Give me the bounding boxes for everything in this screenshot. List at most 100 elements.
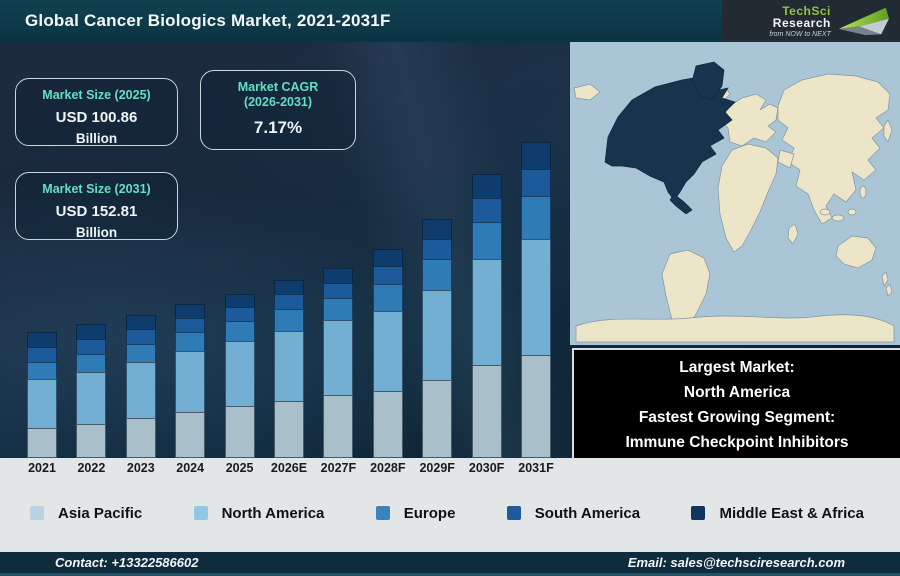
footer-email: Email: sales@techsciresearch.com xyxy=(627,555,845,570)
x-axis-strip: 2021 2022 2023 2024 2025 2026E 2027F 2028F 2029F… xyxy=(0,458,900,480)
stat-label: Market CAGR xyxy=(237,80,319,94)
bar-segment-north-america xyxy=(274,331,304,402)
bar-segment-north-america xyxy=(125,362,156,419)
axis-label-2021: 2021 xyxy=(28,461,56,475)
bar-segment-middle-east-africa xyxy=(521,142,551,170)
bar-segment-north-america xyxy=(76,372,107,425)
map-land-island xyxy=(847,208,857,216)
bar-segment-middle-east-africa xyxy=(224,294,255,308)
bar-segment-south-america xyxy=(27,347,57,363)
bar-2029F xyxy=(422,219,453,458)
map-land-madagascar xyxy=(787,223,799,245)
page-title: Global Cancer Biologics Market, 2021-203… xyxy=(25,11,391,30)
bar-segment-middle-east-africa xyxy=(323,268,354,284)
bar-segment-north-america xyxy=(372,311,403,392)
logo-tagline: from NOW to NEXT xyxy=(769,30,831,38)
main-panel: Market Size (2025) USD 100.86 Billion Ma… xyxy=(0,42,900,458)
bar-2024 xyxy=(175,304,206,458)
world-map-svg xyxy=(570,42,900,345)
axis-label-2031F: 2031F xyxy=(518,461,554,475)
axis-label-2029F: 2029F xyxy=(419,461,455,475)
stat-value: USD 152.81 xyxy=(55,203,138,220)
stat-box-market-size-2025: Market Size (2025) USD 100.86 Billion xyxy=(15,78,178,146)
stat-label: Market Size (2025) xyxy=(42,88,151,102)
bar-segment-south-america xyxy=(274,294,304,310)
stat-value: USD 100.86 xyxy=(55,109,138,126)
bar-segment-north-america xyxy=(27,379,57,429)
axis-label-2030F: 2030F xyxy=(468,461,505,475)
bar-segment-europe xyxy=(274,309,304,332)
stat-label: Market Size (2031) xyxy=(42,182,151,196)
bar-segment-asia-pacific xyxy=(125,418,156,458)
bar-segment-europe xyxy=(76,354,107,373)
logo-brand-primary: TechSci xyxy=(782,3,831,18)
bar-2027F xyxy=(323,268,354,458)
bar-segment-asia-pacific xyxy=(27,428,57,458)
bar-segment-middle-east-africa xyxy=(471,174,502,199)
legend-swatch-icon xyxy=(375,506,390,520)
axis-label-2026E: 2026E xyxy=(270,461,308,475)
legend-item-europe: Europe xyxy=(375,505,455,522)
bar-2030F xyxy=(471,174,502,458)
bar-segment-north-america xyxy=(422,290,453,381)
map-land-antarctica xyxy=(575,314,895,343)
map-land-greenland-highlight xyxy=(691,61,725,101)
bar-segment-middle-east-africa xyxy=(76,324,107,340)
bar-2025 xyxy=(224,294,255,458)
bar-segment-north-america xyxy=(521,239,551,356)
bar-segment-south-america xyxy=(471,198,502,223)
axis-label-2023: 2023 xyxy=(126,461,155,475)
legend-item-asia-pacific: Asia Pacific xyxy=(30,505,142,522)
map-land-island xyxy=(859,185,867,199)
bar-segment-asia-pacific xyxy=(274,401,304,458)
bar-segment-europe xyxy=(323,298,354,321)
bar-segment-middle-east-africa xyxy=(274,280,304,295)
stacked-bar-chart xyxy=(0,42,570,458)
bar-segment-asia-pacific xyxy=(422,380,453,458)
stat-box-market-size-2031: Market Size (2031) USD 152.81 Billion xyxy=(15,172,178,240)
bar-segment-europe xyxy=(224,321,255,342)
bar-segment-south-america xyxy=(175,318,206,333)
bar-segment-asia-pacific xyxy=(471,365,502,458)
axis-label-2022: 2022 xyxy=(77,461,106,475)
bar-segment-asia-pacific xyxy=(76,424,107,458)
bar-segment-south-america xyxy=(125,329,156,345)
bar-2028F xyxy=(372,249,403,458)
bar-segment-europe xyxy=(125,344,156,363)
bar-segment-south-america xyxy=(372,266,403,285)
legend-swatch-icon xyxy=(30,506,44,520)
callout-line: Immune Checkpoint Inhibitors xyxy=(625,434,849,451)
map-land-africa xyxy=(717,143,779,253)
bar-segment-europe xyxy=(521,196,551,240)
stat-unit: Billion xyxy=(75,131,118,146)
map-land-new-zealand xyxy=(881,271,889,287)
bar-2023 xyxy=(125,315,156,458)
bar-segment-middle-east-africa xyxy=(27,332,57,348)
legend-label: South America xyxy=(534,504,641,522)
bar-segment-asia-pacific xyxy=(372,391,403,458)
axis-label-2025: 2025 xyxy=(225,461,254,475)
axis-label-2024: 2024 xyxy=(176,461,205,475)
legend-item-middle-east-africa: Middle East & Africa xyxy=(691,504,864,522)
map-land-island xyxy=(819,208,831,216)
callout-line: Largest Market: xyxy=(679,359,795,376)
world-map xyxy=(570,42,900,345)
bar-segment-asia-pacific xyxy=(175,412,206,458)
chart-legend: Asia Pacific North America Europe South Ame… xyxy=(0,480,900,552)
callout-line: North America xyxy=(683,384,791,401)
map-land-island xyxy=(831,214,845,222)
bar-segment-europe xyxy=(471,222,502,260)
stat-sublabel: (2026-2031) xyxy=(243,95,313,109)
market-callout-box: Largest Market: North America Fastest Gr… xyxy=(572,348,900,458)
stat-unit: Billion xyxy=(75,225,118,240)
bar-segment-south-america xyxy=(521,169,551,197)
legend-label: Middle East & Africa xyxy=(719,504,864,522)
bar-segment-middle-east-africa xyxy=(125,315,156,330)
bar-2026E xyxy=(274,280,304,458)
legend-label: North America xyxy=(221,504,325,522)
bar-segment-asia-pacific xyxy=(323,395,354,458)
axis-label-2027F: 2027F xyxy=(320,461,357,475)
bar-segment-north-america xyxy=(224,341,255,407)
legend-swatch-icon xyxy=(691,506,706,520)
logo-arrow-icon xyxy=(838,7,889,36)
